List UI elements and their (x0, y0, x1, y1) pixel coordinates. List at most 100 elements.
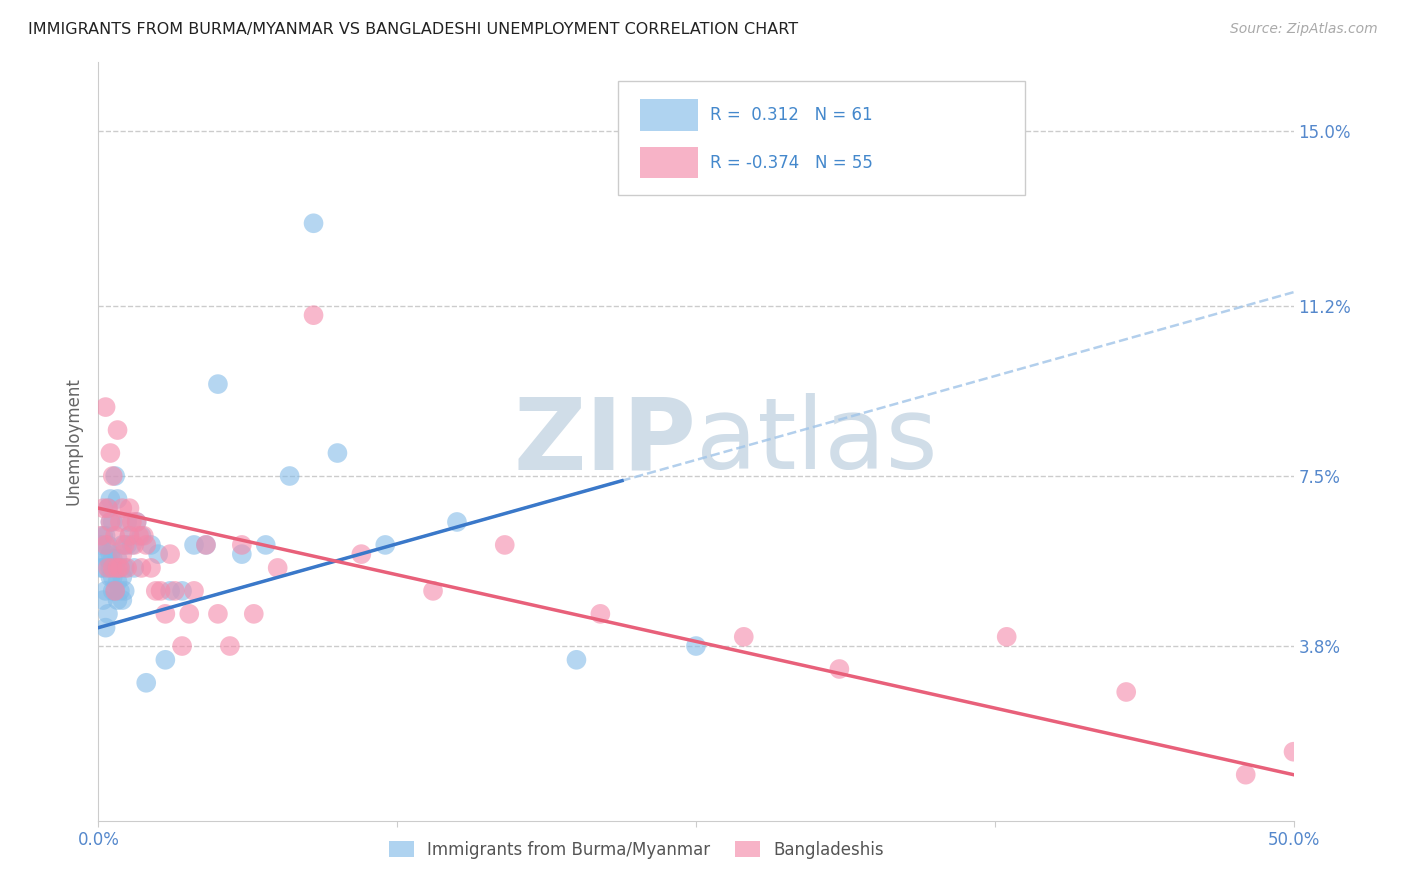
Point (124, 538, 146, 552)
Point (94, 400, 117, 414)
Point (104, 561, 127, 575)
Point (121, 538, 143, 552)
Point (118, 501, 141, 516)
Point (94, 547, 117, 561)
Point (97, 561, 120, 575)
Point (145, 583, 167, 598)
Point (91, 593, 114, 607)
Point (139, 538, 162, 552)
Point (155, 607, 177, 621)
Point (111, 570, 134, 584)
Point (94, 538, 117, 552)
Point (118, 529, 141, 543)
Point (111, 593, 134, 607)
Point (231, 547, 253, 561)
Point (183, 538, 205, 552)
Point (97, 501, 120, 516)
Point (155, 653, 177, 667)
Point (148, 547, 170, 561)
Point (125, 515, 148, 529)
Point (589, 607, 612, 621)
Point (326, 446, 349, 460)
Point (131, 561, 153, 575)
Point (135, 538, 157, 552)
Point (111, 501, 134, 516)
Point (302, 308, 325, 322)
Point (172, 583, 194, 598)
Text: ZIP: ZIP (513, 393, 696, 490)
Point (183, 583, 205, 598)
Point (149, 583, 172, 598)
Point (422, 583, 444, 598)
FancyBboxPatch shape (619, 81, 1025, 195)
Point (101, 561, 124, 575)
Point (101, 469, 124, 483)
Text: atlas: atlas (696, 393, 938, 490)
Point (219, 639, 242, 653)
Point (98, 446, 122, 460)
Point (98, 515, 122, 529)
Point (207, 607, 229, 621)
Point (94, 529, 117, 543)
Point (104, 583, 127, 598)
Point (101, 583, 124, 598)
Point (195, 538, 218, 552)
Point (446, 515, 468, 529)
Point (172, 639, 194, 653)
Point (98, 491, 122, 506)
Point (107, 491, 129, 506)
Point (132, 529, 155, 543)
Point (159, 547, 181, 561)
FancyBboxPatch shape (640, 99, 699, 130)
Point (107, 561, 129, 575)
Point (94, 583, 117, 598)
Point (97, 501, 120, 516)
Point (98, 561, 122, 575)
Point (494, 538, 516, 552)
Point (107, 593, 129, 607)
Point (302, 216, 325, 230)
Point (118, 529, 141, 543)
FancyBboxPatch shape (640, 146, 699, 178)
Point (139, 561, 162, 575)
Point (91, 561, 114, 575)
Text: R =  0.312   N = 61: R = 0.312 N = 61 (710, 106, 873, 124)
Point (278, 469, 301, 483)
Point (207, 377, 229, 392)
Point (115, 561, 138, 575)
Point (1234, 767, 1257, 781)
Point (1282, 745, 1305, 759)
Point (101, 551, 124, 566)
Point (121, 515, 143, 529)
Point (104, 583, 127, 598)
Point (91, 529, 114, 543)
Text: IMMIGRANTS FROM BURMA/MYANMAR VS BANGLADESHI UNEMPLOYMENT CORRELATION CHART: IMMIGRANTS FROM BURMA/MYANMAR VS BANGLAD… (28, 22, 799, 37)
Point (114, 538, 136, 552)
Point (733, 630, 755, 644)
Point (125, 515, 148, 529)
Point (231, 538, 253, 552)
Y-axis label: Unemployment: Unemployment (65, 377, 83, 506)
Point (94, 621, 117, 635)
Point (195, 538, 218, 552)
Point (90, 538, 112, 552)
Point (108, 561, 131, 575)
Text: R = -0.374   N = 55: R = -0.374 N = 55 (710, 153, 873, 171)
Text: Source: ZipAtlas.com: Source: ZipAtlas.com (1230, 22, 1378, 37)
Point (97, 551, 120, 566)
Point (995, 630, 1018, 644)
Point (91, 501, 114, 516)
Point (267, 561, 290, 575)
Point (115, 515, 138, 529)
Point (111, 547, 134, 561)
Point (179, 607, 201, 621)
Point (108, 583, 131, 598)
Point (243, 607, 266, 621)
Point (90, 529, 112, 543)
Point (124, 561, 146, 575)
Point (1115, 685, 1137, 699)
Point (98, 547, 122, 561)
Point (135, 675, 157, 690)
Point (163, 583, 186, 598)
Point (97, 538, 120, 552)
